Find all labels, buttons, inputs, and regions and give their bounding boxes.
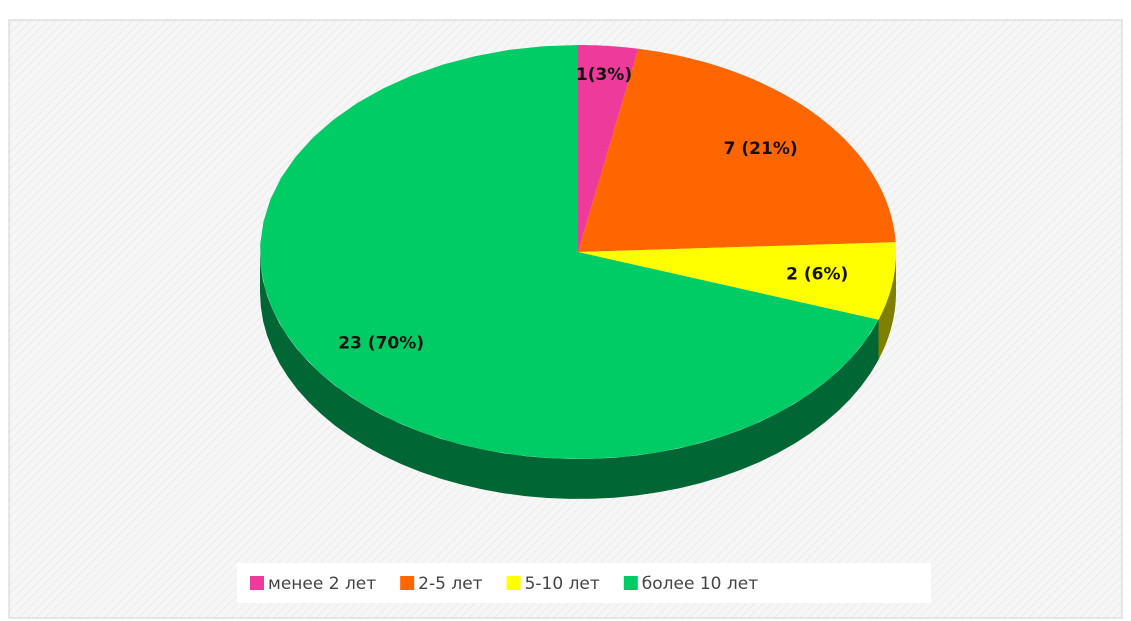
slice-side [260,252,879,499]
slice [578,45,639,252]
slice-side [878,252,896,360]
legend-box [237,563,931,603]
legend-swatch [250,576,264,590]
slice [578,242,896,320]
data-label: 7 (21%) [724,139,798,159]
slice [578,48,896,253]
data-label: 23 (70%) [338,333,424,353]
data-label: 1(3%) [576,65,632,85]
legend-swatch [623,576,638,590]
legend-swatch [400,576,415,590]
legend-swatch [506,576,521,590]
data-label: 2 (6%) [786,264,848,284]
legend-label: более 10 лет [642,574,758,594]
legend-label: 2-5 лет [418,574,482,594]
legend-label: менее 2 лет [268,574,376,594]
slice [260,45,879,459]
legend-label: 5-10 лет [525,574,600,594]
